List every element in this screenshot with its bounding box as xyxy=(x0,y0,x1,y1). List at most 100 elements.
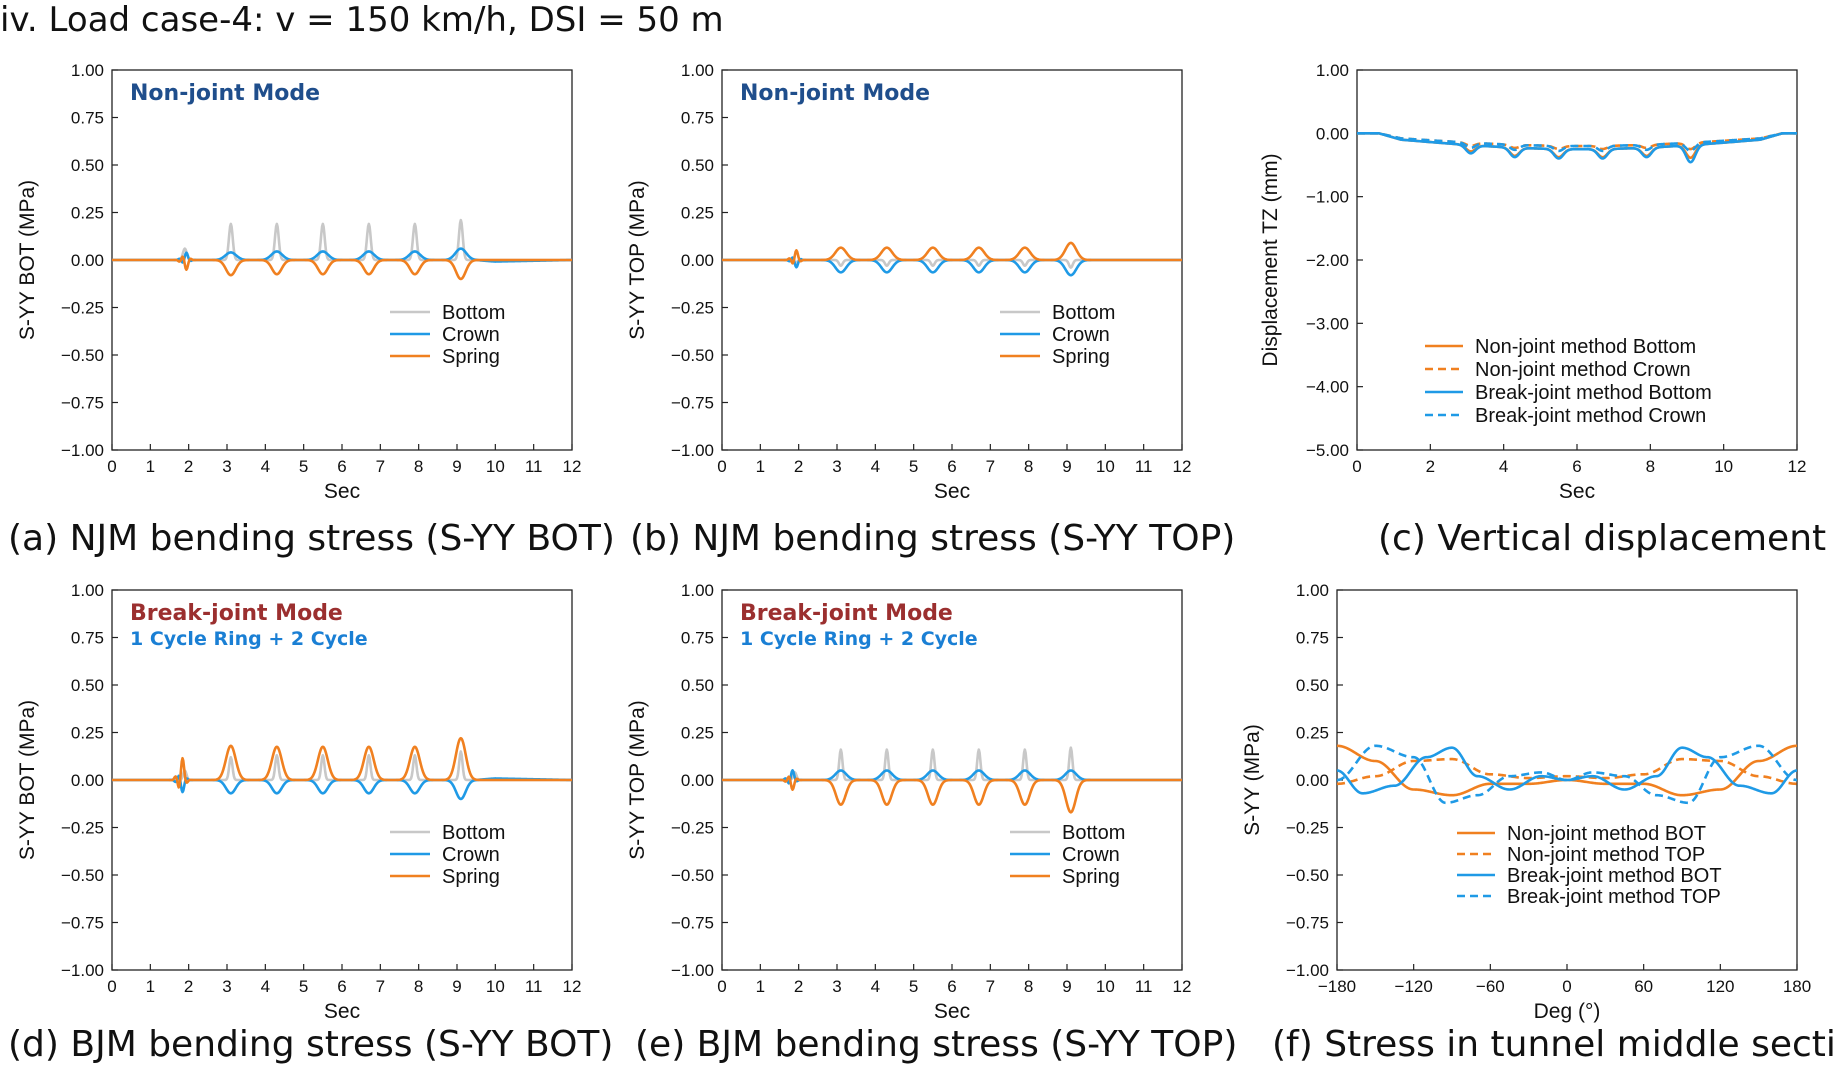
x-tick-label: 11 xyxy=(525,977,543,996)
x-tick-label: 4 xyxy=(261,457,270,476)
x-tick-label: 2 xyxy=(1426,457,1435,476)
y-tick-label: 1.00 xyxy=(681,61,714,80)
x-tick-label: 12 xyxy=(563,457,582,476)
legend-label: Break-joint method BOT xyxy=(1507,865,1722,887)
legend-label: Crown xyxy=(1062,844,1120,866)
x-axis-label: Sec xyxy=(934,480,970,503)
x-tick-label: 10 xyxy=(1096,457,1115,476)
y-tick-label: −0.25 xyxy=(671,819,714,838)
y-axis-label: S-YY BOT (MPa) xyxy=(16,180,39,340)
x-tick-label: 2 xyxy=(184,457,193,476)
x-tick-label: 180 xyxy=(1783,977,1811,996)
x-tick-label: 11 xyxy=(1135,977,1153,996)
chart-panel-a: 1.00 0.75 0.50 0.25 0.00 −0.25 −0.50 −0.75 −1.00… xyxy=(0,60,600,530)
series-group xyxy=(722,746,1182,814)
y-tick-label: −4.00 xyxy=(1306,378,1349,397)
x-tick-label: 10 xyxy=(1714,457,1733,476)
x-tick-label: 2 xyxy=(794,457,803,476)
x-tick-label: 9 xyxy=(1062,977,1071,996)
x-tick-label: 4 xyxy=(871,457,880,476)
x-axis-label: Deg (°) xyxy=(1534,1000,1601,1023)
x-axis-label: Sec xyxy=(324,1000,360,1023)
x-tick-label: 12 xyxy=(1173,977,1192,996)
x-tick-label: 12 xyxy=(563,977,582,996)
series-line-non-joint-method-top xyxy=(1337,757,1797,786)
caption-c: (c) Vertical displacement xyxy=(1378,518,1827,559)
chart-panel-e: 1.00 0.75 0.50 0.25 0.00 −0.25 −0.50 −0.75 −1.00… xyxy=(610,580,1210,1050)
caption-d: (d) BJM bending stress (S-YY BOT) xyxy=(8,1024,614,1065)
x-tick-label: 8 xyxy=(414,457,423,476)
y-tick-label: −1.00 xyxy=(671,961,714,980)
legend-label: Bottom xyxy=(442,822,505,844)
x-tick-label: 1 xyxy=(146,457,155,476)
y-tick-label: −0.50 xyxy=(671,866,714,885)
chart-panel-b: 1.00 0.75 0.50 0.25 0.00 −0.25 −0.50 −0.75 −1.00… xyxy=(610,60,1210,530)
x-tick-label: 5 xyxy=(299,977,308,996)
series-line-break-joint-method-bot xyxy=(1337,746,1797,795)
series-line-break-joint-method-bottom xyxy=(1357,132,1797,164)
x-tick-label: 2 xyxy=(184,977,193,996)
x-tick-label: 8 xyxy=(1024,977,1033,996)
y-tick-label: 0.75 xyxy=(681,109,714,128)
x-tick-label: 10 xyxy=(486,457,505,476)
x-tick-label: 10 xyxy=(486,977,505,996)
y-tick-label: 1.00 xyxy=(71,581,104,600)
series-line-spring xyxy=(112,736,572,789)
y-tick-label: 0.25 xyxy=(1296,724,1329,743)
series-line-break-joint-method-top xyxy=(1337,744,1797,805)
x-tick-label: 0 xyxy=(717,457,726,476)
legend-label: Non-joint method TOP xyxy=(1507,844,1705,866)
y-tick-label: 0.00 xyxy=(71,251,104,270)
figure-title: iv. Load case-4: v = 150 km/h, DSI = 50 … xyxy=(0,0,724,40)
x-tick-label: 0 xyxy=(107,457,116,476)
x-tick-label: 6 xyxy=(1572,457,1581,476)
y-tick-label: 1.00 xyxy=(681,581,714,600)
series-line-break-joint-method-crown xyxy=(1357,132,1797,153)
y-tick-label: −0.25 xyxy=(1286,819,1329,838)
legend-label: Bottom xyxy=(442,302,505,324)
y-tick-label: 0.75 xyxy=(1296,629,1329,648)
caption-f: (f) Stress in tunnel middle section xyxy=(1272,1024,1837,1065)
y-tick-label: −0.25 xyxy=(671,299,714,318)
legend-label: Non-joint method Bottom xyxy=(1475,336,1696,358)
series-group xyxy=(1357,132,1797,164)
y-tick-label: −1.00 xyxy=(1286,961,1329,980)
x-tick-label: −180 xyxy=(1318,977,1356,996)
x-axis-label: Sec xyxy=(934,1000,970,1023)
y-tick-label: −1.00 xyxy=(61,441,104,460)
x-tick-label: 5 xyxy=(909,977,918,996)
series-line-non-joint-method-bot xyxy=(1337,744,1797,797)
chart-annotation: Non-joint Mode xyxy=(740,81,930,106)
y-tick-label: 0.25 xyxy=(71,724,104,743)
y-tick-label: 0.50 xyxy=(681,676,714,695)
x-tick-label: 8 xyxy=(1024,457,1033,476)
x-tick-label: 9 xyxy=(452,457,461,476)
x-tick-label: 11 xyxy=(1135,457,1153,476)
y-tick-label: 1.00 xyxy=(71,61,104,80)
series-line-spring xyxy=(722,775,1182,814)
x-tick-label: 4 xyxy=(871,977,880,996)
x-tick-label: 1 xyxy=(146,977,155,996)
y-tick-label: −1.00 xyxy=(61,961,104,980)
chart-annotation: Break-joint Mode xyxy=(740,601,953,626)
x-tick-label: 3 xyxy=(832,977,841,996)
chart-panel-c: 1.00 0.00 −1.00 −2.00 −3.00 −4.00 −5.00 0 2 4 6 8 10… xyxy=(1225,60,1825,530)
x-tick-label: 7 xyxy=(986,977,995,996)
y-tick-label: −5.00 xyxy=(1306,441,1349,460)
y-axis-label: S-YY (MPa) xyxy=(1241,724,1264,836)
y-tick-label: 1.00 xyxy=(1316,61,1349,80)
chart-e: 1.00 0.75 0.50 0.25 0.00 −0.25 −0.50 −0.75 −1.00… xyxy=(626,581,1192,1023)
y-tick-label: 0.25 xyxy=(71,204,104,223)
x-tick-label: 10 xyxy=(1096,977,1115,996)
x-tick-label: 9 xyxy=(452,977,461,996)
legend-label: Spring xyxy=(1062,866,1120,888)
y-tick-label: −3.00 xyxy=(1306,314,1349,333)
chart-d: 1.00 0.75 0.50 0.25 0.00 −0.25 −0.50 −0.75 −1.00… xyxy=(16,581,582,1023)
legend-label: Spring xyxy=(442,866,500,888)
y-tick-label: 0.50 xyxy=(71,676,104,695)
y-axis-label: Displacement TZ (mm) xyxy=(1259,153,1282,366)
x-tick-label: 7 xyxy=(986,457,995,476)
chart-annotation: 1 Cycle Ring + 2 Cycle xyxy=(130,628,368,650)
series-group xyxy=(112,218,572,281)
legend-label: Break-joint method Crown xyxy=(1475,405,1706,427)
